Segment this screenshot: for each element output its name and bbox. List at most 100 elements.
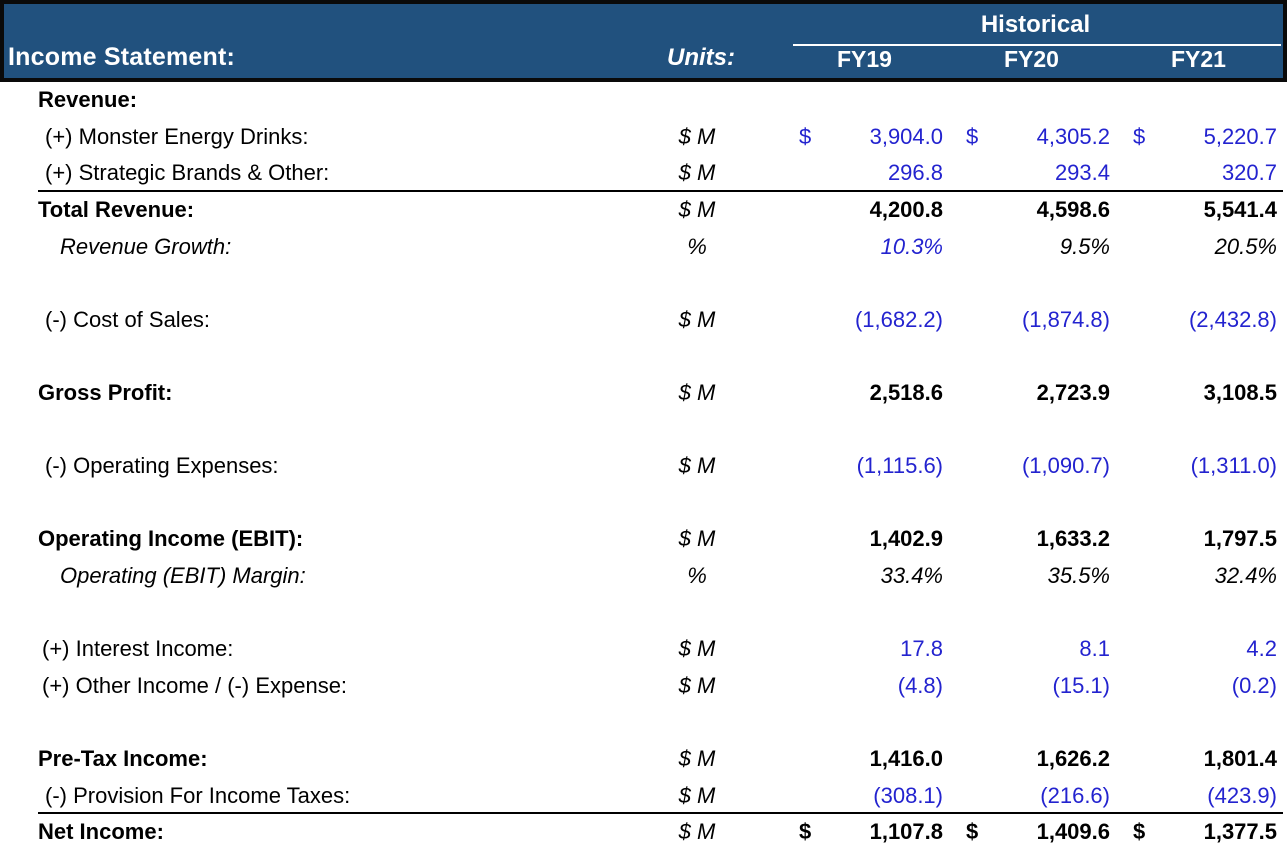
row-label[interactable]: (+) Interest Income: (42, 636, 234, 662)
value-cell-fy19[interactable]: 1,416.0 (781, 741, 948, 778)
unit-cell[interactable]: $ M (678, 380, 716, 406)
value-cell-fy21[interactable]: (0.2) (1115, 668, 1282, 705)
value-cell-fy19[interactable]: 296.8 (781, 155, 948, 192)
row-divider (38, 189, 1283, 192)
statement-row: Total Revenue: $ M 4,200.8 4,598.6 5,541.4 (0, 192, 1287, 229)
row-label[interactable]: Total Revenue: (38, 197, 195, 223)
value-cell-fy20[interactable]: 1,626.2 (948, 741, 1115, 778)
value-cell-fy19[interactable]: $1,107.8 (781, 814, 948, 851)
unit-cell[interactable]: $ M (678, 197, 716, 223)
value-text: 296.8 (887, 160, 943, 186)
value-cell-fy19[interactable]: 4,200.8 (781, 192, 948, 229)
row-label[interactable]: Operating Income (EBIT): (38, 526, 304, 552)
value-cell-fy19[interactable]: (1,682.2) (781, 302, 948, 339)
value-cell-fy20[interactable] (948, 82, 1115, 119)
unit-cell[interactable]: % (687, 563, 707, 589)
statement-row: (-) Operating Expenses: $ M (1,115.6) (1,09… (0, 448, 1287, 485)
row-label[interactable]: (-) Provision For Income Taxes: (45, 782, 351, 808)
row-label[interactable]: Pre-Tax Income: (38, 745, 208, 771)
unit-cell[interactable]: $ M (678, 306, 716, 332)
unit-cell[interactable]: % (687, 233, 707, 259)
spacer-row (0, 411, 1287, 448)
value-cell-fy21[interactable]: $1,377.5 (1115, 814, 1282, 851)
value-cell-fy19[interactable]: 17.8 (781, 631, 948, 668)
unit-cell[interactable]: $ M (678, 745, 716, 771)
row-label[interactable]: (+) Other Income / (-) Expense: (42, 672, 348, 698)
value-cell-fy21[interactable]: 5,541.4 (1115, 192, 1282, 229)
value-text: 4.2 (1246, 636, 1277, 662)
dollar-sign: $ (1133, 819, 1146, 845)
statement-row: Net Income: $ M $1,107.8 $1,409.6 $1,377.5 (0, 814, 1287, 851)
page-title[interactable]: Income Statement: (8, 43, 236, 71)
value-cell-fy20[interactable]: $4,305.2 (948, 119, 1115, 156)
unit-cell[interactable]: $ M (678, 526, 716, 552)
row-label[interactable]: (-) Operating Expenses: (45, 453, 279, 479)
unit-cell[interactable]: $ M (678, 819, 716, 845)
value-cell-fy19[interactable]: $3,904.0 (781, 119, 948, 156)
value-text: (1,682.2) (854, 306, 943, 332)
value-text: 20.5% (1214, 233, 1277, 259)
column-header-fy21[interactable]: FY21 (1171, 46, 1226, 72)
value-text: 1,409.6 (1036, 819, 1110, 845)
column-header-fy19[interactable]: FY19 (837, 46, 892, 72)
value-cell-fy21[interactable]: 32.4% (1115, 558, 1282, 595)
row-label[interactable]: (+) Monster Energy Drinks: (45, 123, 309, 149)
value-cell-fy20[interactable]: 293.4 (948, 155, 1115, 192)
value-cell-fy20[interactable]: 2,723.9 (948, 375, 1115, 412)
value-text: 1,801.4 (1203, 745, 1277, 771)
value-cell-fy19[interactable]: 1,402.9 (781, 521, 948, 558)
value-text: 5,541.4 (1203, 197, 1277, 223)
value-cell-fy21[interactable]: 320.7 (1115, 155, 1282, 192)
historical-group-header[interactable]: Historical (980, 11, 1091, 38)
value-cell-fy21[interactable]: 20.5% (1115, 228, 1282, 265)
value-text: 320.7 (1221, 160, 1277, 186)
value-cell-fy21[interactable]: 1,797.5 (1115, 521, 1282, 558)
value-cell-fy20[interactable]: (216.6) (948, 777, 1115, 814)
value-cell-fy21[interactable]: 4.2 (1115, 631, 1282, 668)
value-cell-fy19[interactable]: 10.3% (781, 228, 948, 265)
value-cell-fy21[interactable]: (423.9) (1115, 777, 1282, 814)
value-cell-fy20[interactable]: (15.1) (948, 668, 1115, 705)
value-cell-fy19[interactable]: 33.4% (781, 558, 948, 595)
unit-cell[interactable]: $ M (678, 453, 716, 479)
value-cell-fy19[interactable] (781, 82, 948, 119)
unit-cell[interactable] (636, 82, 758, 119)
value-cell-fy19[interactable]: 2,518.6 (781, 375, 948, 412)
column-header-fy20[interactable]: FY20 (1004, 46, 1059, 72)
value-cell-fy21[interactable]: (2,432.8) (1115, 302, 1282, 339)
value-cell-fy21[interactable]: 1,801.4 (1115, 741, 1282, 778)
value-cell-fy19[interactable]: (1,115.6) (781, 448, 948, 485)
value-cell-fy20[interactable]: (1,874.8) (948, 302, 1115, 339)
value-cell-fy21[interactable]: (1,311.0) (1115, 448, 1282, 485)
value-cell-fy21[interactable] (1115, 82, 1282, 119)
row-label[interactable]: Revenue: (38, 87, 138, 113)
row-label[interactable]: (+) Strategic Brands & Other: (45, 160, 330, 186)
unit-cell[interactable]: $ M (678, 636, 716, 662)
value-cell-fy20[interactable]: 8.1 (948, 631, 1115, 668)
unit-cell[interactable]: $ M (678, 672, 716, 698)
units-column-header[interactable]: Units: (667, 44, 735, 71)
unit-cell[interactable]: $ M (678, 160, 716, 186)
value-text: (216.6) (1040, 782, 1110, 808)
statement-row: (+) Interest Income: $ M 17.8 8.1 4.2 (0, 631, 1287, 668)
unit-cell[interactable]: $ M (678, 782, 716, 808)
row-label[interactable]: Gross Profit: (38, 380, 173, 406)
dollar-sign: $ (799, 819, 812, 845)
value-cell-fy20[interactable]: $1,409.6 (948, 814, 1115, 851)
value-text: (1,874.8) (1021, 306, 1110, 332)
value-cell-fy20[interactable]: (1,090.7) (948, 448, 1115, 485)
value-cell-fy20[interactable]: 1,633.2 (948, 521, 1115, 558)
row-label[interactable]: Operating (EBIT) Margin: (60, 563, 306, 589)
value-cell-fy20[interactable]: 4,598.6 (948, 192, 1115, 229)
value-text: 1,402.9 (869, 526, 943, 552)
row-label[interactable]: (-) Cost of Sales: (45, 306, 211, 332)
value-cell-fy21[interactable]: $5,220.7 (1115, 119, 1282, 156)
value-cell-fy20[interactable]: 9.5% (948, 228, 1115, 265)
value-cell-fy20[interactable]: 35.5% (948, 558, 1115, 595)
row-label[interactable]: Revenue Growth: (60, 233, 232, 259)
value-cell-fy21[interactable]: 3,108.5 (1115, 375, 1282, 412)
value-cell-fy19[interactable]: (308.1) (781, 777, 948, 814)
value-cell-fy19[interactable]: (4.8) (781, 668, 948, 705)
row-label[interactable]: Net Income: (38, 819, 164, 845)
unit-cell[interactable]: $ M (678, 123, 716, 149)
